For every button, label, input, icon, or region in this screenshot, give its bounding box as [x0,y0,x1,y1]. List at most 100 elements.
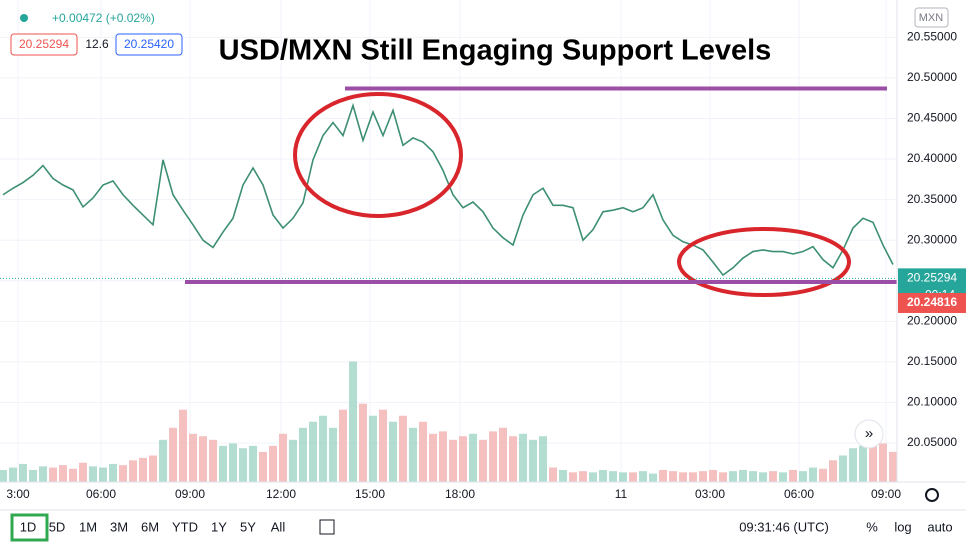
volume-bar [399,415,407,482]
volume-bar [889,451,897,482]
range-button[interactable]: 5Y [240,519,256,534]
bid-box [10,33,78,56]
volume-bar [839,455,847,482]
volume-bar [499,427,507,482]
highlight-ellipse [293,92,463,218]
x-tick-label: 18:00 [445,487,475,501]
volume-bar [429,433,437,482]
volume-bar [599,469,607,482]
volume-bar [719,472,727,482]
volume-bar [169,427,177,482]
volume-layer [0,361,897,482]
volume-bar [329,427,337,482]
volume-bar [159,439,167,482]
y-tick-label: 20.10000 [907,395,957,409]
volume-bar [369,415,377,482]
volume-bar [419,421,427,482]
range-button[interactable]: 1Y [211,519,227,534]
volume-bar [859,445,867,482]
volume-bar [229,443,237,482]
volume-bar [129,460,137,482]
volume-bar [199,436,207,482]
range-button[interactable]: 1M [79,519,97,534]
axis-option[interactable]: log [894,519,911,534]
settings-icon[interactable] [925,488,939,502]
y-tick-label: 20.35000 [907,192,957,206]
volume-bar [9,467,17,482]
chart-title: USD/MXN Still Engaging Support Levels [219,35,772,67]
x-tick-label: 3:00 [6,487,30,501]
range-button[interactable]: 1D [20,519,37,534]
range-button[interactable]: 6M [141,519,159,534]
volume-bar [699,471,707,482]
price-line [2,102,894,277]
volume-bar [279,433,287,482]
currency-box [914,7,949,28]
volume-bar [789,469,797,482]
volume-bar [589,472,597,482]
volume-bar [649,473,657,482]
volume-bar [769,471,777,482]
range-selected [10,513,49,542]
volume-bar [259,451,267,482]
scroll-button[interactable] [854,419,884,449]
volume-bar [409,427,417,482]
y-tick-label: 20.15000 [907,354,957,368]
y-tick-label: 20.55000 [907,29,957,43]
volume-bar [89,466,97,482]
axis-option[interactable]: % [866,519,878,534]
y-tick-label: 20.50000 [907,70,957,84]
volume-bar [799,471,807,482]
toolbar: 1D 5D 1M 3M 6M YTD 1Y 5Y All 09:31:46 (UTC)% log au… [10,513,953,542]
volume-bar [509,436,517,482]
volume-bar [849,448,857,482]
volume-bar [869,439,877,482]
volume-bar [879,443,887,482]
volume-bar [299,427,307,482]
date-range-icon[interactable] [319,519,335,535]
volume-bar [39,466,47,482]
volume-bar [149,455,157,482]
volume-bar [779,472,787,482]
last-price-label: 20.25294 [907,271,957,285]
volume-bar [659,469,667,482]
bid: 20.25294 [19,37,69,51]
range-button[interactable]: YTD [172,519,198,534]
volume-bar [319,415,327,482]
price-layer [2,102,894,277]
volume-bar [29,469,37,482]
x-tick-label: 09:00 [871,487,901,501]
ask-box [115,33,183,56]
y-tick-label: 20.45000 [907,111,957,125]
volume-bar [559,469,567,482]
overlay: 20.2529400:1420.24816 [0,86,966,313]
range-button[interactable]: 5D [49,519,66,534]
volume-bar [189,433,197,482]
volume-bar [179,409,187,482]
volume-bar [679,472,687,482]
x-tick-label: 11 [615,487,628,501]
scroll-icon[interactable]: » [865,425,873,442]
change: +0.00472 (+0.02%) [52,11,155,25]
volume-bar [209,439,217,482]
range-button[interactable]: 3M [110,519,128,534]
volume-bar [19,463,27,482]
volume-bar [829,460,837,482]
volume-bar [519,433,527,482]
volume-bar [489,431,497,482]
volume-bar [579,471,587,482]
volume-bar [539,436,547,482]
range-button[interactable]: All [271,519,286,534]
volume-bar [249,445,257,482]
y-tick-label: 20.05000 [907,435,957,449]
volume-bar [219,445,227,482]
volume-bar [49,467,57,482]
axis-option[interactable]: auto [927,519,952,534]
x-tick-label: 06:00 [784,487,814,501]
volume-bar [239,448,247,482]
status-dot [20,14,28,22]
spread: 12.6 [85,37,109,51]
y-tick-label: 20.20000 [907,314,957,328]
volume-bar [79,462,87,482]
volume-bar [339,409,347,482]
